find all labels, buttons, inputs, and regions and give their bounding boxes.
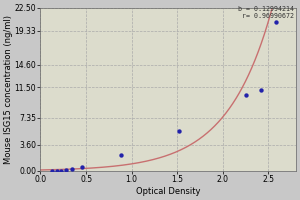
Point — [259, 88, 264, 91]
Point — [64, 168, 68, 171]
Point — [58, 169, 63, 172]
X-axis label: Optical Density: Optical Density — [136, 187, 200, 196]
Point — [273, 21, 278, 24]
Point — [55, 169, 59, 172]
Text: b = 0.12994214
r= 0.96990672: b = 0.12994214 r= 0.96990672 — [238, 6, 294, 19]
Point — [50, 169, 55, 172]
Point — [243, 93, 248, 96]
Point — [70, 167, 75, 170]
Y-axis label: Mouse ISG15 concentration (ng/ml): Mouse ISG15 concentration (ng/ml) — [4, 15, 13, 164]
Point — [118, 153, 123, 157]
Point — [79, 165, 84, 168]
Point — [177, 129, 182, 133]
